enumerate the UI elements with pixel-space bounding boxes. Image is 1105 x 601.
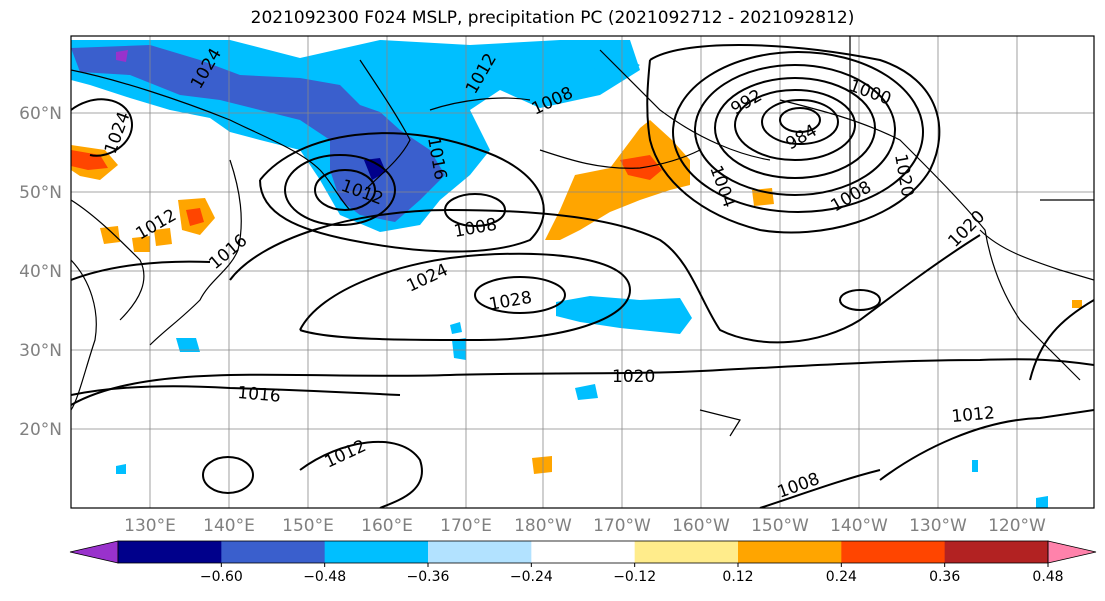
colorbar-tick-label: −0.12 [613, 569, 656, 585]
lon-label: 150°W [751, 516, 809, 536]
colorbar-tick-label: −0.24 [510, 569, 553, 585]
lat-label: 30°N [19, 341, 62, 361]
colorbar-extend-low [69, 540, 119, 564]
lon-label: 150°E [282, 516, 334, 536]
colorbar-swatch [738, 541, 842, 563]
colorbar-swatch [221, 541, 326, 563]
lat-label: 50°N [19, 183, 62, 203]
precip-neg-navy-okhotsk [364, 158, 386, 180]
colorbar-tick-label: −0.36 [407, 569, 450, 585]
lon-label: 170°E [440, 516, 492, 536]
precip-neg-light-blue-bering [590, 55, 640, 80]
colorbar-swatch [531, 541, 636, 563]
lon-label: 120°W [988, 516, 1046, 536]
lon-label: 170°W [593, 516, 651, 536]
colorbar-tick-label: 0.36 [929, 569, 960, 585]
colorbar-border [117, 540, 1049, 564]
lon-label: 140°E [203, 516, 255, 536]
precip-neg-purple [116, 50, 128, 62]
colorbar-ticks: −0.60 −0.48 −0.36 −0.24 −0.12 0.12 0.24 0.36 0.4… [200, 563, 1064, 585]
map-frame [70, 35, 1095, 509]
colorbar-swatch [634, 541, 739, 563]
colorbar [69, 540, 1097, 564]
coastlines [71, 36, 1094, 437]
precip-neg-blue-siberia [71, 45, 445, 222]
gridlines [71, 36, 1094, 508]
lat-label: 40°N [19, 262, 62, 282]
colorbar-tick-label: 0.12 [722, 569, 753, 585]
lat-axis: 60°N 50°N 40°N 30°N 20°N [19, 104, 62, 440]
isobar-label: 1020 [612, 367, 655, 387]
lat-label: 20°N [19, 420, 62, 440]
isobar-label: 1012 [951, 403, 996, 427]
isobars [71, 44, 1094, 508]
colorbar-swatch [428, 541, 532, 563]
lon-label: 130°W [909, 516, 967, 536]
colorbar-tick-label: 0.24 [826, 569, 857, 585]
colorbar-tick-label: −0.60 [200, 569, 243, 585]
isobar-label: 1016 [237, 383, 282, 407]
precip-neg-light-blue-pacific [556, 296, 692, 334]
map-title: 2021092300 F024 MSLP, precipitation PC (… [250, 8, 855, 28]
lon-label: 130°E [124, 516, 176, 536]
lon-axis: 130°E 140°E 150°E 160°E 170°E 180°W 170°… [124, 516, 1046, 536]
colorbar-swatch [324, 541, 429, 563]
lon-label: 180°W [514, 516, 572, 536]
colorbar-extend-high [1047, 540, 1097, 564]
colorbar-swatch [944, 541, 1049, 563]
lon-label: 160°E [361, 516, 413, 536]
colorbar-swatch [118, 541, 222, 563]
colorbar-swatch [841, 541, 946, 563]
colorbar-tick-label: −0.48 [303, 569, 346, 585]
lon-label: 160°W [672, 516, 730, 536]
lat-label: 60°N [19, 104, 62, 124]
colorbar-tick-label: 0.48 [1032, 569, 1063, 585]
lon-label: 140°W [830, 516, 888, 536]
